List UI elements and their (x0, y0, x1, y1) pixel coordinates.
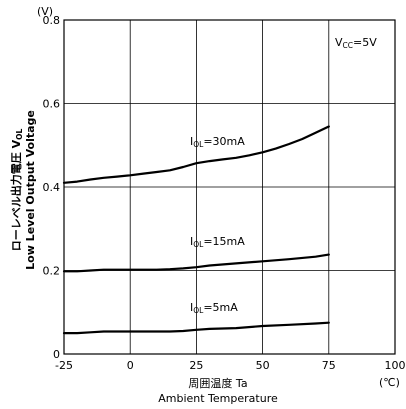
x-tick-label: 25 (189, 359, 203, 372)
series-label-main: I (190, 235, 193, 248)
series-label-5ma: IOL=5mA (190, 301, 238, 315)
x-unit-label: (℃) (379, 376, 400, 389)
condition-sub: CC (343, 41, 353, 50)
x-tick-label: 50 (256, 359, 270, 372)
series-line-15ma (62, 253, 330, 273)
y-axis-label-en: Low Level Output Voltage (24, 110, 37, 270)
series-label-suffix: =5mA (203, 301, 238, 314)
series-label-main: I (190, 135, 193, 148)
y-axis-label-jp-main: ローレベル出力電圧 V (9, 139, 23, 251)
plot-frame (63, 19, 396, 355)
x-axis-label-en: Ambient Temperature (158, 392, 278, 405)
x-axis-label-jp: 周囲温度 Ta (188, 376, 247, 390)
y-unit-label: (V) (37, 5, 53, 18)
series-label-sub: OL (193, 140, 204, 149)
x-tick-label: 0 (127, 359, 134, 372)
x-tick-label: -25 (55, 359, 73, 372)
series-lines (62, 125, 330, 335)
series-label-sub: OL (193, 240, 204, 249)
y-tick-label: 0.2 (43, 265, 61, 278)
series-line-5ma (62, 321, 330, 335)
x-tick-label: 75 (322, 359, 336, 372)
series-label-main: I (190, 301, 193, 314)
condition-suffix: =5V (353, 36, 377, 49)
y-tick-label: 0.8 (43, 14, 61, 27)
condition-annotation: VCC=5V (335, 36, 377, 50)
y-tick-label: 0.4 (43, 181, 61, 194)
x-tick-labels: -25 0 25 50 75 100 (55, 359, 405, 372)
series-label-suffix: =30mA (203, 135, 245, 148)
y-tick-label: 0.6 (43, 98, 61, 111)
y-tick-label: 0 (53, 348, 60, 361)
y-axis-label-jp: ローレベル出力電圧 VOL (9, 129, 24, 252)
series-label-30ma: IOL=30mA (190, 135, 245, 149)
series-label-suffix: =15mA (203, 235, 245, 248)
y-tick-labels: 0 0.2 0.4 0.6 0.8 (43, 14, 61, 361)
series-label-15ma: IOL=15mA (190, 235, 245, 249)
condition-main: V (335, 36, 343, 49)
y-axis-label-jp-sub: OL (15, 129, 24, 140)
series-line-30ma (62, 125, 330, 184)
x-tick-label: 100 (385, 359, 406, 372)
series-label-sub: OL (193, 306, 204, 315)
